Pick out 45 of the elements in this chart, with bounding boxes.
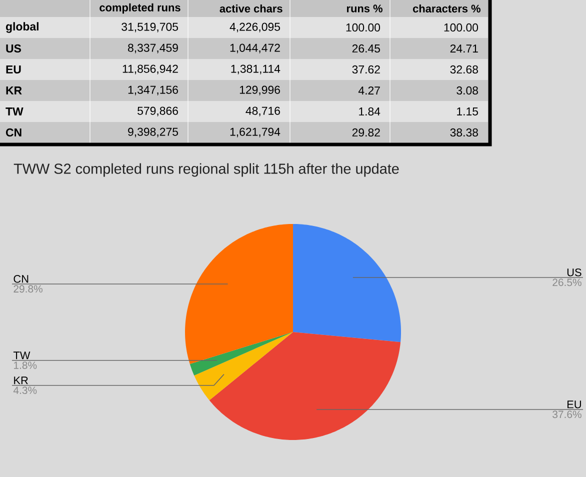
text: active chars xyxy=(220,4,282,13)
slice-label: KR xyxy=(14,376,28,384)
text: 1,044,472 xyxy=(230,44,280,54)
data-label: 37.6% xyxy=(552,410,582,418)
text: 9,398,275 xyxy=(128,128,178,138)
text: 11,856,942 xyxy=(122,64,178,74)
text: global xyxy=(6,22,38,33)
text: characters % xyxy=(412,4,480,13)
text: 129,996 xyxy=(240,86,280,96)
slice-label: US xyxy=(567,268,582,276)
text: 4.27 xyxy=(358,86,380,94)
slice-label: EU xyxy=(567,400,581,408)
text: 26.45 xyxy=(352,44,380,53)
text: 48,716 xyxy=(246,106,280,116)
text: 1,381,114 xyxy=(231,64,280,74)
text: 1,621,794 xyxy=(230,128,280,138)
text: CN xyxy=(6,128,22,137)
data-label: 26.5% xyxy=(552,278,582,286)
slice-label: CN xyxy=(14,275,28,283)
text: 37.62 xyxy=(352,65,380,74)
text: KR xyxy=(6,86,22,94)
data-label: 1.8% xyxy=(14,362,37,369)
text: US xyxy=(6,44,21,53)
text: 4,226,095 xyxy=(230,22,280,32)
text: 31,519,705 xyxy=(122,22,178,32)
text: 3.08 xyxy=(456,86,478,95)
text: 100.00 xyxy=(444,23,478,32)
text: 32.68 xyxy=(450,65,478,74)
data-label: 29.8% xyxy=(14,285,42,293)
text: completed runs xyxy=(100,3,180,14)
text: 1,347,156 xyxy=(128,86,178,96)
text: 38.38 xyxy=(450,128,478,137)
text: EU xyxy=(6,66,21,74)
text: 1.84 xyxy=(359,107,380,116)
slice-label: TW xyxy=(13,352,30,360)
text: 579,866 xyxy=(138,106,178,116)
text: 29.82 xyxy=(352,128,380,137)
text: TW xyxy=(6,108,24,116)
chart-title: TWW S2 completed runs regional split 115h after the update xyxy=(14,163,399,177)
text: 1.15 xyxy=(457,108,478,116)
text: 24.71 xyxy=(450,44,478,52)
text: runs % xyxy=(346,4,383,12)
text: 8,337,459 xyxy=(128,44,178,54)
data-label: 4.3% xyxy=(13,386,37,394)
text: 100.00 xyxy=(346,23,380,32)
